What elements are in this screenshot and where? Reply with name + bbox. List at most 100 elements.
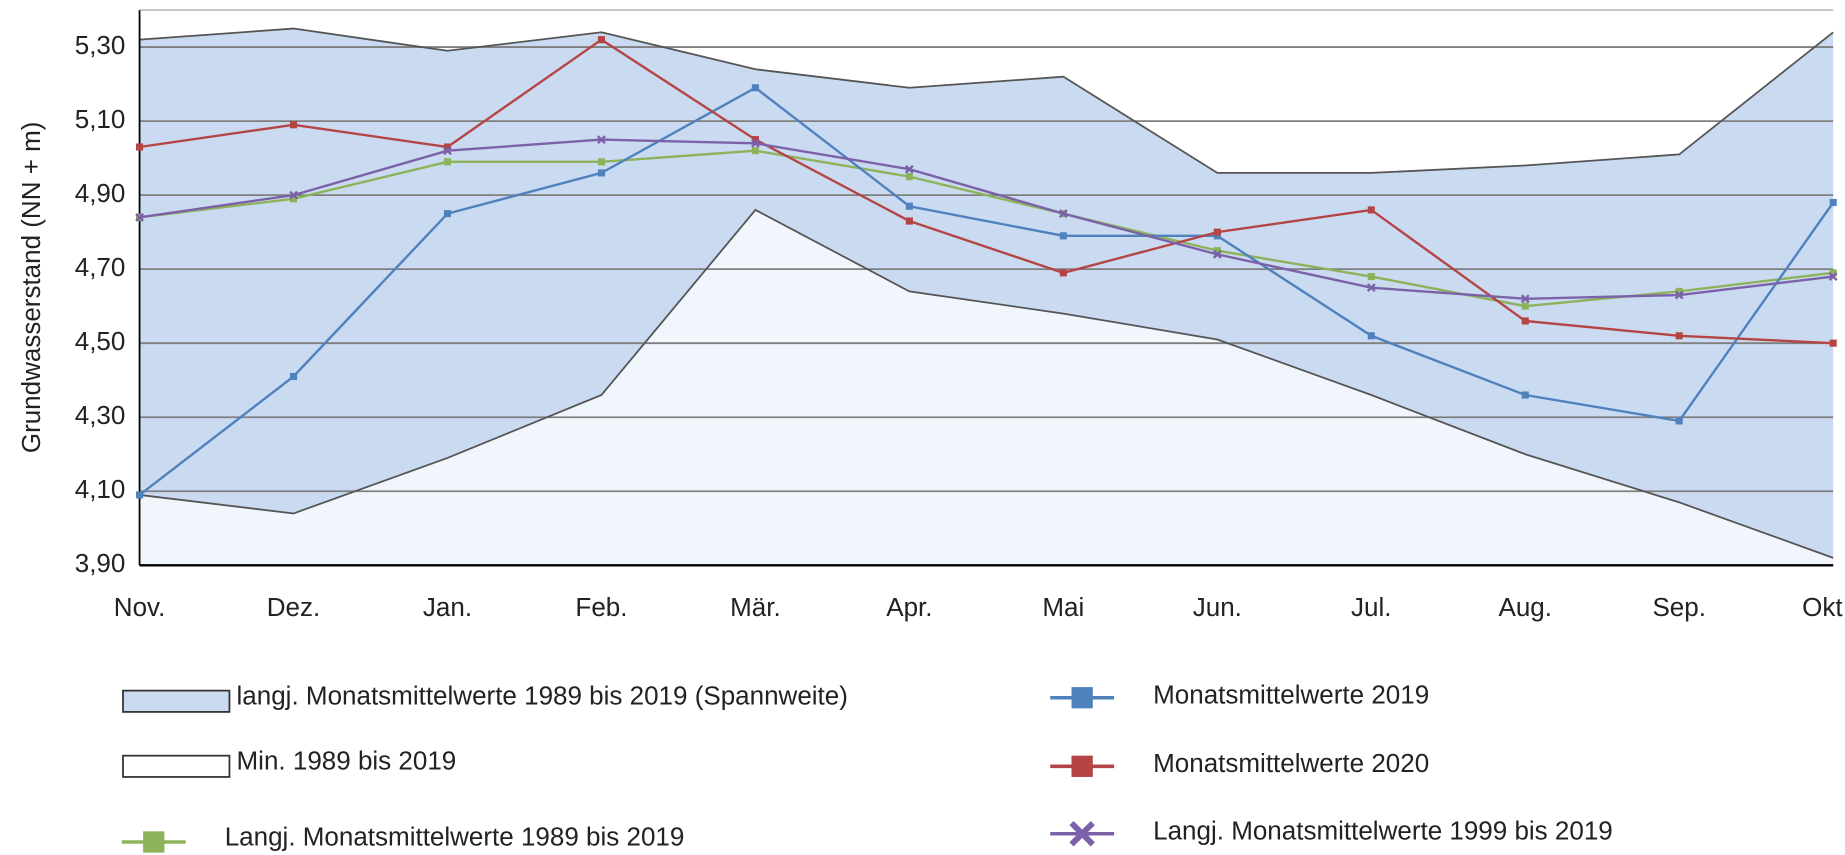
boundary-line [139, 208, 1834, 559]
series-line [139, 149, 1834, 308]
legend-item: Langj. Monatsmittelwerte 1989 bis 2019 [121, 821, 685, 853]
x-tick-label: Nov. [114, 592, 166, 622]
data-point [1674, 290, 1684, 300]
data-point [1675, 417, 1683, 425]
data-point [597, 135, 606, 144]
data-point [1059, 232, 1067, 240]
legend-marker [1071, 687, 1093, 709]
data-point [443, 143, 452, 151]
marker-x [1069, 820, 1095, 847]
x-tick-label: Feb. [575, 592, 627, 622]
legend-label: langj. Monatsmittelwerte 1989 bis 2019 (… [237, 681, 848, 711]
series-line [139, 138, 1834, 300]
data-point [751, 138, 760, 148]
legend-marker [1069, 820, 1095, 847]
data-point [1366, 283, 1376, 293]
data-point [1213, 247, 1221, 255]
x-tick-label: Okt [1802, 592, 1843, 622]
data-point [597, 169, 606, 177]
data-point [289, 121, 298, 129]
y-tick-label: 5,30 [75, 30, 126, 60]
boundary-line [139, 27, 1834, 174]
legend-item: Min. 1989 bis 2019 [122, 746, 457, 778]
data-point [443, 158, 452, 166]
data-point [1675, 287, 1683, 295]
data-point [1829, 339, 1837, 347]
data-point [1213, 232, 1221, 240]
y-tick-label: 4,50 [75, 326, 126, 356]
data-point [905, 173, 913, 181]
data-point [751, 136, 759, 144]
marker-x [135, 212, 144, 222]
data-point [136, 143, 144, 151]
legend-item: langj. Monatsmittelwerte 1989 bis 2019 (… [122, 681, 848, 713]
data-point [289, 195, 298, 203]
marker-x [289, 190, 298, 200]
x-tick-label: Sep. [1652, 592, 1706, 622]
data-point [443, 146, 452, 156]
legend-label: Langj. Monatsmittelwerte 1999 bis 2019 [1153, 815, 1613, 845]
marker-x [751, 138, 760, 148]
data-point [1213, 228, 1221, 236]
marker-x [1520, 294, 1530, 304]
y-tick-label: 3,90 [75, 548, 126, 578]
data-point [905, 217, 913, 225]
legend-item: Monatsmittelwerte 2019 [1050, 679, 1429, 709]
data-point [1829, 269, 1837, 277]
data-point [1367, 273, 1375, 281]
marker-x [597, 135, 606, 144]
data-point [1367, 332, 1375, 340]
data-point [1521, 391, 1529, 399]
data-point [905, 202, 913, 210]
x-tick-label: Jul. [1351, 592, 1391, 622]
x-tick-label: Aug. [1498, 592, 1552, 622]
marker-x [904, 164, 914, 174]
series-line [138, 86, 1835, 496]
x-tick-label: Dez. [267, 592, 320, 622]
legend-label: Monatsmittelwerte 2020 [1153, 748, 1429, 778]
data-point [135, 212, 144, 222]
data-point [1675, 332, 1683, 340]
x-tick-label: Mai [1042, 592, 1084, 622]
data-point [904, 164, 914, 174]
area-above-max [139, 10, 1834, 173]
x-tick-label: Mär. [730, 592, 781, 622]
marker-x [1212, 249, 1222, 259]
data-point [289, 190, 298, 200]
data-point [597, 36, 606, 44]
data-point [1828, 272, 1838, 281]
data-point [1521, 317, 1529, 325]
y-tick-label: 5,10 [75, 104, 126, 134]
x-tick-label: Jan. [423, 592, 472, 622]
y-tick-label: 4,70 [75, 252, 126, 282]
y-axis-label: Grundwasserstand (NN + m) [16, 122, 46, 454]
marker-x [1828, 272, 1838, 281]
legend-label: Min. 1989 bis 2019 [237, 746, 457, 776]
legend-swatch [122, 689, 231, 713]
data-point [1521, 302, 1529, 310]
data-point [136, 491, 144, 499]
legend-marker [143, 831, 165, 853]
data-point [1520, 294, 1530, 304]
legend-swatch [122, 754, 231, 778]
marker-x [1674, 290, 1684, 300]
marker-x [1366, 283, 1376, 293]
legend-label: Langj. Monatsmittelwerte 1989 bis 2019 [225, 821, 685, 851]
y-tick-label: 4,90 [75, 178, 126, 208]
data-point [597, 158, 606, 166]
marker-x [443, 146, 452, 156]
data-point [289, 372, 298, 381]
series-line [139, 38, 1834, 345]
data-point [443, 210, 452, 218]
legend-item: Monatsmittelwerte 2020 [1050, 748, 1429, 778]
legend-marker [1071, 755, 1093, 777]
data-point [1212, 249, 1222, 259]
legend-label: Monatsmittelwerte 2019 [1153, 679, 1429, 709]
data-point [1829, 198, 1837, 207]
data-point [1367, 206, 1375, 214]
data-point [751, 147, 759, 155]
data-point [1058, 209, 1068, 219]
y-tick-label: 4,10 [75, 474, 126, 504]
